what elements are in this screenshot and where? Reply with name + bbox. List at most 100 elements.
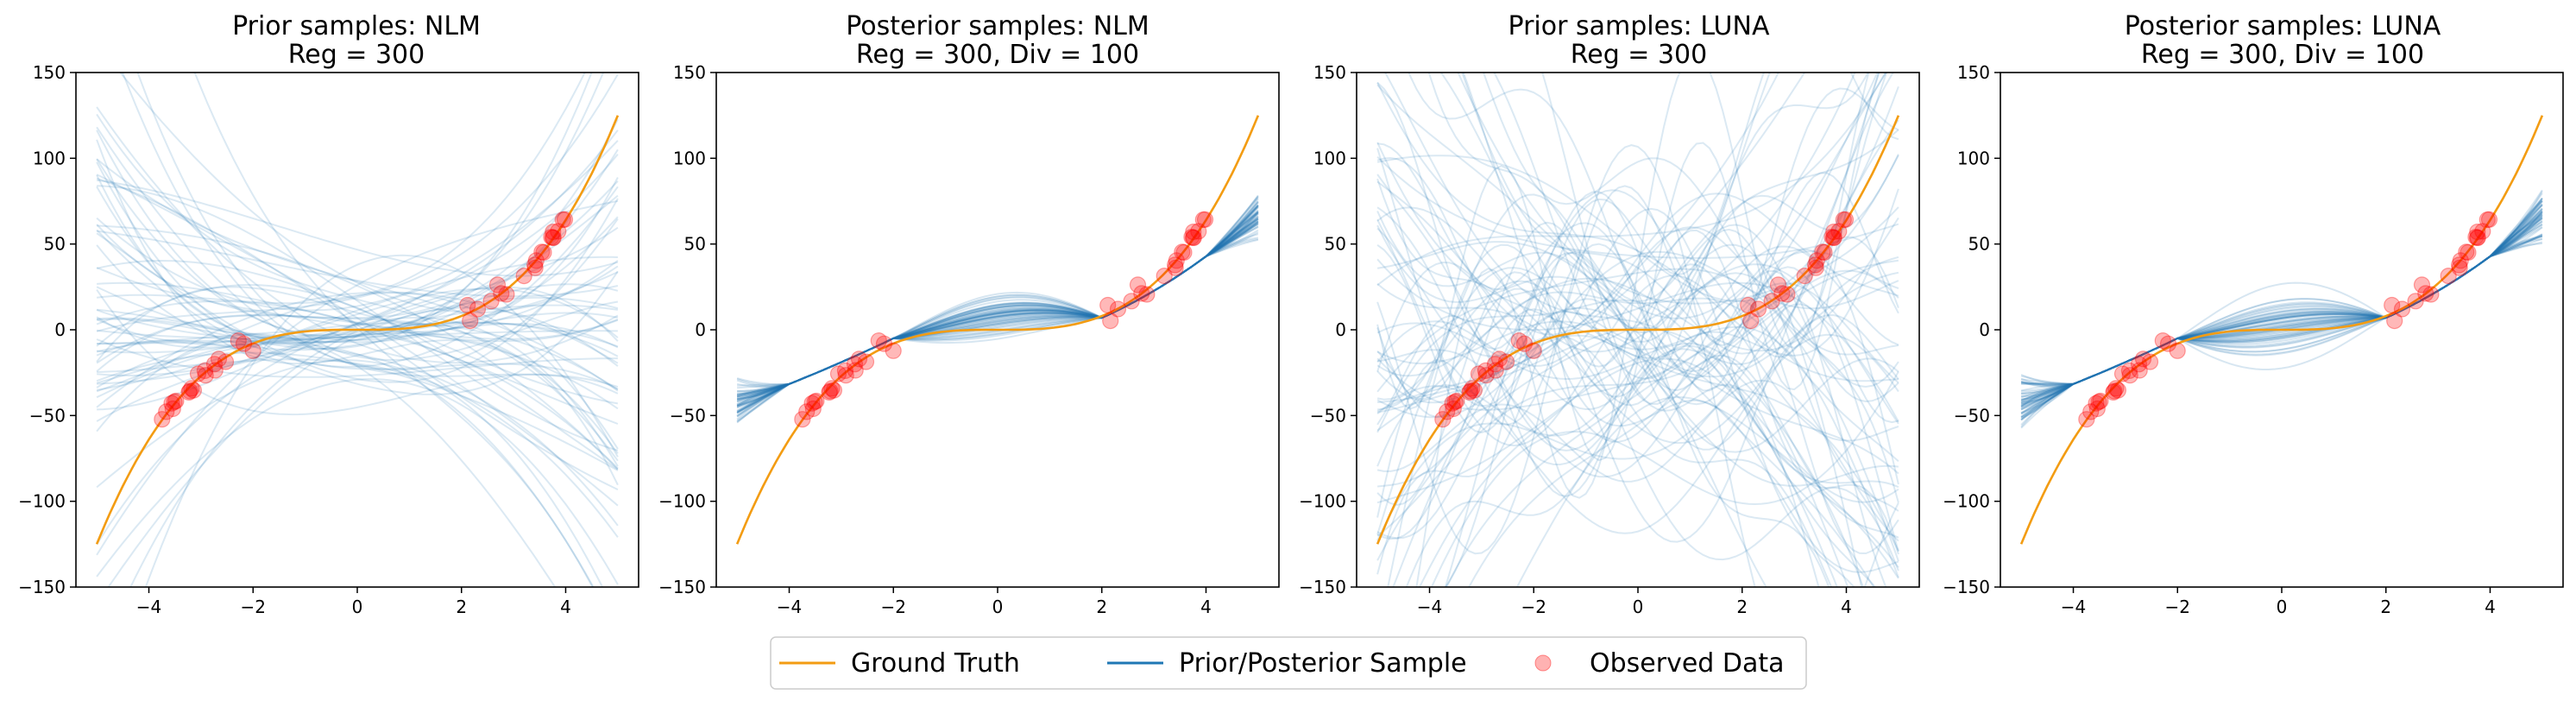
sample-line <box>2020 213 2543 405</box>
sample-line <box>96 351 619 471</box>
observed-point <box>1807 259 1824 276</box>
legend-observed-marker <box>1534 654 1552 672</box>
observed-point <box>1808 252 1825 269</box>
observed-point <box>163 395 180 412</box>
sample-line <box>2021 216 2543 403</box>
observed-point <box>2478 211 2496 229</box>
sample-line <box>1376 224 1767 587</box>
sample-line <box>1376 241 1899 475</box>
observed-point <box>1190 223 1207 240</box>
sample-line <box>1376 73 1887 287</box>
observed-point <box>1183 229 1200 246</box>
sample-line <box>1376 180 1899 336</box>
sample-line <box>96 129 619 341</box>
x-tick-label: 0 <box>1633 597 1644 617</box>
sample-line <box>96 106 619 364</box>
sample-line <box>96 180 619 341</box>
observed-point <box>543 229 560 246</box>
x-tick-label: 4 <box>560 597 571 617</box>
panel-prior-luna: Prior samples: LUNA Reg = 300 −4 −2 0 2 4 −15… <box>1299 11 1920 617</box>
sample-line <box>2020 193 2543 426</box>
sample-line <box>2020 223 2543 395</box>
observed-point <box>1123 293 1140 310</box>
sample-line <box>2021 234 2543 385</box>
sample-line <box>736 206 1259 412</box>
sample-line <box>736 218 1259 401</box>
sample-line <box>736 198 1259 420</box>
observed-point <box>1167 259 1184 276</box>
observed-point <box>2480 211 2498 228</box>
observed-point <box>1470 365 1488 382</box>
sample-line <box>97 304 619 385</box>
sample-line <box>736 216 1259 402</box>
x-axis-ticks: −4 −2 0 2 4 <box>777 587 1212 617</box>
observed-point <box>822 382 839 400</box>
sample-line <box>96 287 619 349</box>
observed-point <box>1133 285 1150 302</box>
x-tick-label: 2 <box>2380 597 2391 617</box>
sample-line <box>2020 210 2543 409</box>
sample-line <box>1376 243 1899 575</box>
y-axis-ticks: −150 −100 −50 0 50 100 150 <box>1943 62 2000 597</box>
y-tick-label: −100 <box>1943 491 1990 512</box>
sample-line <box>1376 73 1887 319</box>
sample-line <box>96 158 619 392</box>
sample-line <box>96 260 619 388</box>
sample-line <box>1376 174 1877 587</box>
observed-point <box>1129 276 1147 294</box>
sample-line <box>96 148 619 353</box>
sample-line <box>737 226 1259 393</box>
observed-point <box>1175 243 1193 261</box>
sample-line <box>2020 215 2543 403</box>
sample-line <box>736 211 1259 407</box>
sample-line <box>1376 250 1899 419</box>
observed-point <box>2407 293 2424 310</box>
title-line-1: Posterior samples: NLM <box>846 11 1149 41</box>
observed-point <box>2113 365 2132 382</box>
sample-line <box>1376 357 1838 587</box>
observed-point <box>544 229 562 246</box>
observed-point <box>498 286 515 303</box>
sample-line <box>96 289 619 416</box>
observed-point <box>2469 224 2486 241</box>
sample-line <box>96 161 619 390</box>
sample-line <box>2020 241 2543 385</box>
observed-point <box>158 403 175 420</box>
sample-line <box>736 212 1259 407</box>
sample-line <box>1376 221 1899 555</box>
sample-line <box>96 343 595 587</box>
sample-line <box>1392 306 1875 587</box>
x-tick-label: −4 <box>777 597 802 617</box>
y-tick-label: −150 <box>18 577 66 597</box>
sample-line <box>1482 73 1899 503</box>
observed-point <box>1825 224 1842 241</box>
observed-point <box>545 224 562 241</box>
observed-point <box>2121 367 2138 384</box>
title: Prior samples: LUNA Reg = 300 <box>1508 11 1770 70</box>
observed-point <box>2451 256 2468 274</box>
observed-point <box>210 350 228 368</box>
observed-point <box>462 313 479 330</box>
sample-line <box>1376 73 1771 540</box>
sample-line <box>1439 73 1899 578</box>
sample-line <box>96 154 619 546</box>
sample-line <box>736 211 1259 407</box>
sample-line <box>2020 207 2543 411</box>
sample-line <box>1376 73 1899 434</box>
observed-point <box>556 211 574 228</box>
sample-line <box>2021 234 2543 385</box>
observed-point <box>2106 382 2123 400</box>
sample-line <box>2020 204 2543 414</box>
sample-line <box>2020 213 2543 405</box>
observed-point <box>1166 256 1184 274</box>
observed-point <box>1824 229 1842 246</box>
observed-point <box>2422 286 2440 303</box>
sample-line <box>96 140 619 312</box>
observed-point <box>804 400 822 418</box>
sample-line <box>2020 189 2543 429</box>
sample-line <box>1376 178 1899 539</box>
observed-point <box>469 300 487 318</box>
observed-point <box>821 383 838 401</box>
sample-line <box>1376 211 1899 453</box>
